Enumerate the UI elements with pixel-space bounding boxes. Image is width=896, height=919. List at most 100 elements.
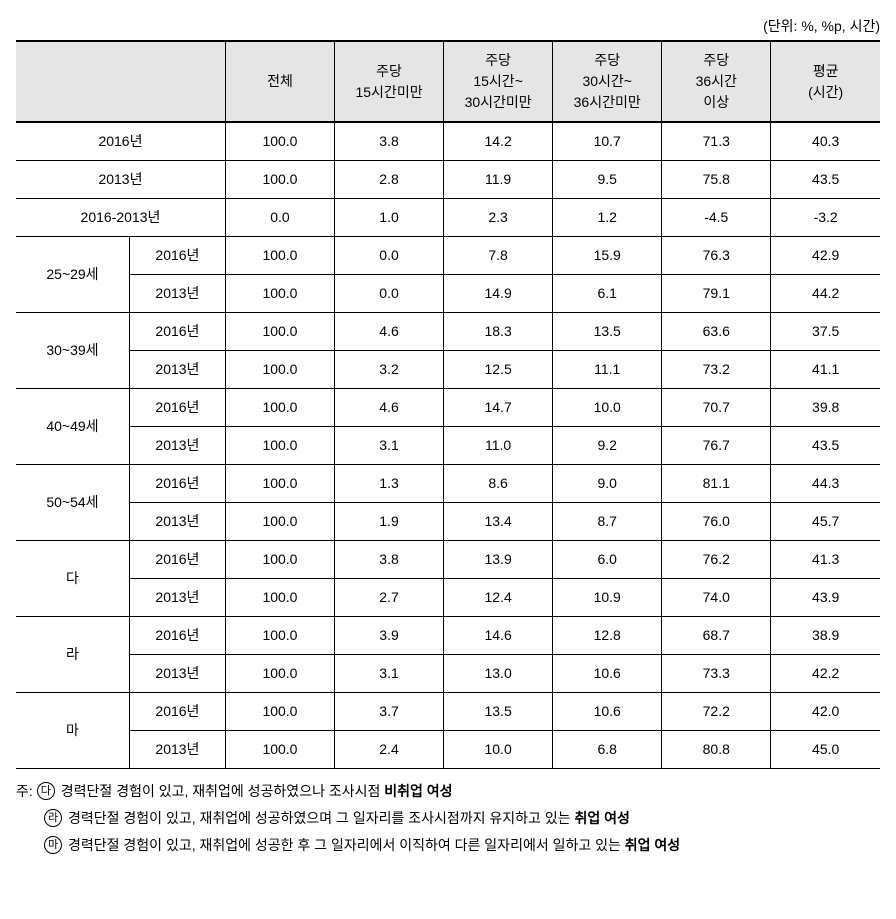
note-line: 주:다 경력단절 경험이 있고, 재취업에 성공하였으나 조사시점 비취업 여성 bbox=[16, 779, 880, 804]
data-cell: 100.0 bbox=[225, 122, 334, 161]
data-cell: 41.3 bbox=[771, 541, 880, 579]
group-label: 30~39세 bbox=[16, 313, 129, 389]
data-cell: 76.3 bbox=[662, 237, 771, 275]
year-cell: 2016년 bbox=[129, 313, 225, 351]
data-cell: 13.9 bbox=[444, 541, 553, 579]
year-cell: 2016년 bbox=[129, 465, 225, 503]
data-cell: 40.3 bbox=[771, 122, 880, 161]
table-row: 30~39세2016년100.04.618.313.563.637.5 bbox=[16, 313, 880, 351]
data-cell: 38.9 bbox=[771, 617, 880, 655]
data-cell: 3.1 bbox=[335, 427, 444, 465]
header-row: 전체 주당15시간미만 주당15시간~30시간미만 주당30시간~36시간미만 … bbox=[16, 41, 880, 122]
data-cell: 81.1 bbox=[662, 465, 771, 503]
data-cell: 13.0 bbox=[444, 655, 553, 693]
header-under15: 주당15시간미만 bbox=[335, 41, 444, 122]
data-cell: -4.5 bbox=[662, 199, 771, 237]
table-row: 2013년100.02.811.99.575.843.5 bbox=[16, 161, 880, 199]
data-cell: 9.0 bbox=[553, 465, 662, 503]
data-cell: 42.2 bbox=[771, 655, 880, 693]
data-cell: 100.0 bbox=[225, 389, 334, 427]
note-text: 경력단절 경험이 있고, 재취업에 성공한 후 그 일자리에서 이직하여 다른 … bbox=[68, 833, 880, 858]
data-cell: 14.9 bbox=[444, 275, 553, 313]
data-cell: 44.2 bbox=[771, 275, 880, 313]
data-cell: 13.5 bbox=[444, 693, 553, 731]
data-cell: 100.0 bbox=[225, 161, 334, 199]
data-cell: 12.5 bbox=[444, 351, 553, 389]
table-row: 2016년100.03.814.210.771.340.3 bbox=[16, 122, 880, 161]
table-row: 라2016년100.03.914.612.868.738.9 bbox=[16, 617, 880, 655]
data-cell: 1.3 bbox=[335, 465, 444, 503]
table-row: 2013년100.03.212.511.173.241.1 bbox=[16, 351, 880, 389]
year-cell: 2013년 bbox=[129, 503, 225, 541]
data-cell: 1.9 bbox=[335, 503, 444, 541]
header-blank bbox=[16, 41, 225, 122]
table-row: 2013년100.00.014.96.179.144.2 bbox=[16, 275, 880, 313]
table-row: 2016-2013년0.01.02.31.2-4.5-3.2 bbox=[16, 199, 880, 237]
note-line: 라경력단절 경험이 있고, 재취업에 성공하였으며 그 일자리를 조사시점까지 … bbox=[44, 806, 880, 831]
data-cell: 13.4 bbox=[444, 503, 553, 541]
data-cell: 12.8 bbox=[553, 617, 662, 655]
table-row: 40~49세2016년100.04.614.710.070.739.8 bbox=[16, 389, 880, 427]
data-cell: 3.8 bbox=[335, 122, 444, 161]
data-cell: 42.9 bbox=[771, 237, 880, 275]
data-cell: 70.7 bbox=[662, 389, 771, 427]
data-cell: 75.8 bbox=[662, 161, 771, 199]
note-marker-icon: 마 bbox=[44, 836, 62, 854]
data-cell: 73.2 bbox=[662, 351, 771, 389]
data-cell: 100.0 bbox=[225, 351, 334, 389]
data-cell: 43.5 bbox=[771, 427, 880, 465]
data-cell: 6.1 bbox=[553, 275, 662, 313]
data-cell: 100.0 bbox=[225, 237, 334, 275]
data-cell: 10.6 bbox=[553, 655, 662, 693]
data-cell: 72.2 bbox=[662, 693, 771, 731]
data-cell: 0.0 bbox=[335, 237, 444, 275]
data-cell: 80.8 bbox=[662, 731, 771, 769]
header-15-30: 주당15시간~30시간미만 bbox=[444, 41, 553, 122]
notes-section: 주:다경력단절 경험이 있고, 재취업에 성공하였으나 조사시점 비취업 여성라… bbox=[16, 779, 880, 859]
data-cell: 3.2 bbox=[335, 351, 444, 389]
data-cell: 68.7 bbox=[662, 617, 771, 655]
note-prefix: 주: bbox=[16, 779, 33, 804]
data-cell: 4.6 bbox=[335, 313, 444, 351]
unit-label: (단위: %, %p, 시간) bbox=[16, 16, 880, 36]
data-cell: 100.0 bbox=[225, 427, 334, 465]
data-cell: 14.2 bbox=[444, 122, 553, 161]
data-cell: 9.5 bbox=[553, 161, 662, 199]
data-table: 전체 주당15시간미만 주당15시간~30시간미만 주당30시간~36시간미만 … bbox=[16, 40, 880, 769]
data-cell: 18.3 bbox=[444, 313, 553, 351]
table-row: 2013년100.01.913.48.776.045.7 bbox=[16, 503, 880, 541]
year-cell: 2013년 bbox=[129, 351, 225, 389]
year-cell: 2016년 bbox=[129, 237, 225, 275]
note-marker-icon: 다 bbox=[37, 782, 55, 800]
table-row: 마2016년100.03.713.510.672.242.0 bbox=[16, 693, 880, 731]
data-cell: 12.4 bbox=[444, 579, 553, 617]
data-cell: 100.0 bbox=[225, 655, 334, 693]
data-cell: 45.0 bbox=[771, 731, 880, 769]
data-cell: 41.1 bbox=[771, 351, 880, 389]
note-line: 마 경력단절 경험이 있고, 재취업에 성공한 후 그 일자리에서 이직하여 다른… bbox=[44, 833, 880, 858]
year-cell: 2013년 bbox=[129, 427, 225, 465]
data-cell: 14.6 bbox=[444, 617, 553, 655]
note-text: 경력단절 경험이 있고, 재취업에 성공하였으나 조사시점 비취업 여성 bbox=[61, 779, 880, 804]
data-cell: 9.2 bbox=[553, 427, 662, 465]
year-cell: 2016년 bbox=[129, 541, 225, 579]
table-row: 2013년100.02.410.06.880.845.0 bbox=[16, 731, 880, 769]
group-label: 50~54세 bbox=[16, 465, 129, 541]
table-row: 2013년100.03.113.010.673.342.2 bbox=[16, 655, 880, 693]
data-cell: 43.5 bbox=[771, 161, 880, 199]
data-cell: 10.7 bbox=[553, 122, 662, 161]
data-cell: 63.6 bbox=[662, 313, 771, 351]
header-total: 전체 bbox=[225, 41, 334, 122]
data-cell: 45.7 bbox=[771, 503, 880, 541]
data-cell: 0.0 bbox=[225, 199, 334, 237]
data-cell: 3.1 bbox=[335, 655, 444, 693]
table-row: 2013년100.03.111.09.276.743.5 bbox=[16, 427, 880, 465]
data-cell: 44.3 bbox=[771, 465, 880, 503]
year-cell: 2013년 bbox=[129, 579, 225, 617]
group-label: 40~49세 bbox=[16, 389, 129, 465]
data-cell: 39.8 bbox=[771, 389, 880, 427]
group-label: 25~29세 bbox=[16, 237, 129, 313]
note-marker-icon: 라 bbox=[44, 809, 62, 827]
data-cell: 8.7 bbox=[553, 503, 662, 541]
year-cell: 2013년 bbox=[129, 655, 225, 693]
